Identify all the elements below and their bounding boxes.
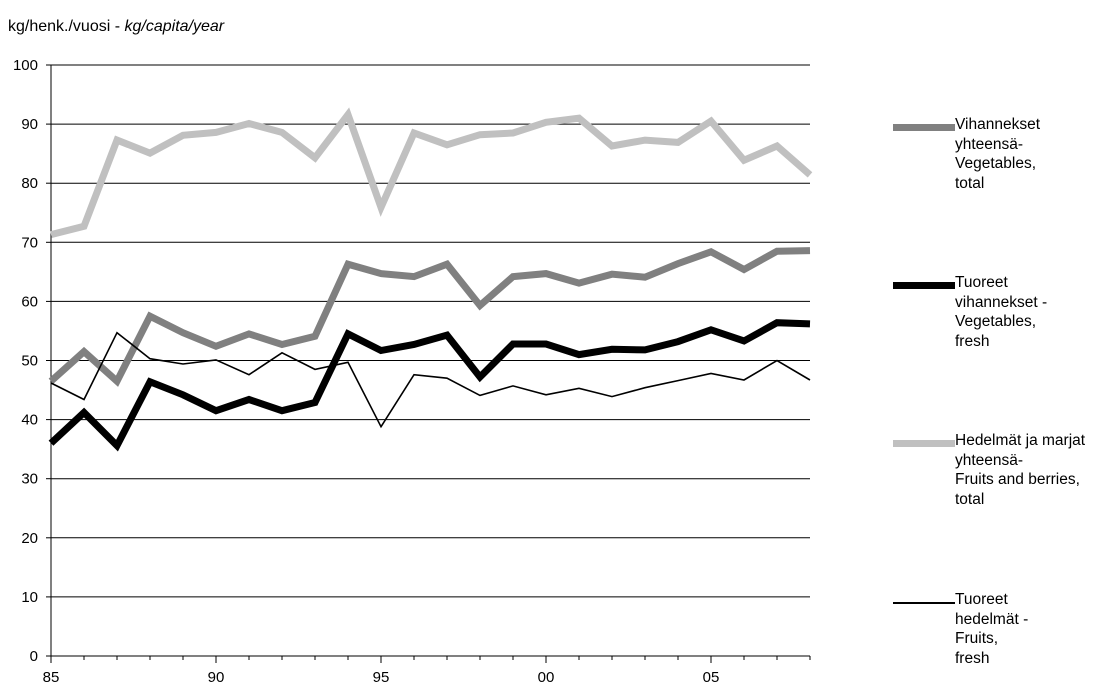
series-line-vegetables-fresh — [48, 319, 811, 452]
series-line-vegetables-total — [48, 247, 811, 387]
legend-label: Tuoreet vihannekset - Vegetables, fresh — [955, 274, 1048, 350]
gridlines — [51, 64, 810, 598]
legend-swatch — [893, 124, 955, 131]
legend-label: Vihannekset yhteensä- Vegetables, total — [955, 116, 1041, 192]
x-tick-label: 05 — [703, 669, 720, 686]
unit-label-text: kg/henk./vuosi - — [8, 18, 125, 35]
x-tick-label: 00 — [538, 669, 555, 686]
legend-label: Tuoreet hedelmät - Fruits, fresh — [955, 591, 1029, 667]
y-tick-label: 60 — [21, 293, 38, 310]
y-tick-label: 30 — [21, 471, 38, 488]
legend-swatch — [893, 282, 955, 289]
y-tick-label: 20 — [21, 530, 38, 547]
y-tick-label: 40 — [21, 412, 38, 429]
y-tick-label: 80 — [21, 175, 38, 192]
x-tick-label: 95 — [373, 669, 390, 686]
series-line-fruits-fresh — [50, 331, 811, 429]
y-tick-label: 10 — [21, 589, 38, 606]
x-tick-labels: 85 90 95 00 05 — [43, 669, 720, 686]
series-line-fruits-total — [50, 107, 813, 238]
y-tick-label: 100 — [13, 57, 38, 74]
unit-label: kg/henk./vuosi - kg/capita/year — [8, 18, 224, 36]
y-tick-label: 50 — [21, 353, 38, 370]
axes — [46, 64, 811, 663]
x-tick-label: 85 — [43, 669, 60, 686]
legend-swatch — [893, 440, 955, 447]
legend-swatch — [893, 602, 955, 604]
legend-label: Hedelmät ja marjat yhteensä- Fruits and … — [955, 432, 1086, 508]
y-tick-label: 90 — [21, 116, 38, 133]
y-tick-label: 70 — [21, 234, 38, 251]
series-layer — [48, 107, 813, 452]
y-tick-labels: 0 10 20 30 40 50 60 70 80 90 100 — [13, 57, 38, 665]
x-tick-label: 90 — [208, 669, 225, 686]
y-tick-label: 0 — [30, 648, 38, 665]
unit-label-italic: kg/capita/year — [124, 18, 225, 35]
